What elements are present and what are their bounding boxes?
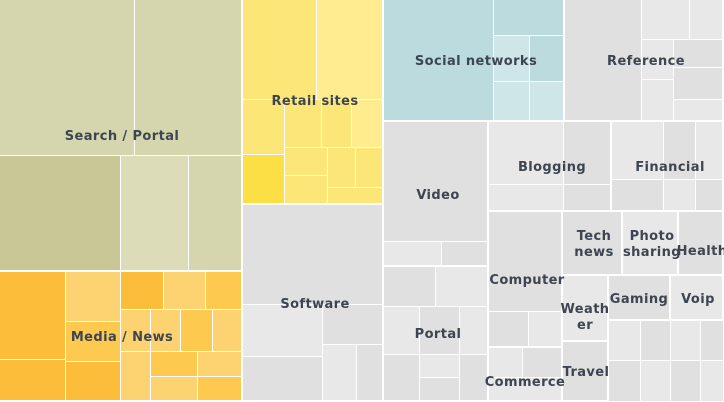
treemap-cell xyxy=(460,307,489,355)
treemap-cell xyxy=(151,377,198,402)
treemap-cell xyxy=(206,272,243,310)
treemap-cell xyxy=(420,355,460,378)
treemap-cell xyxy=(213,310,243,352)
treemap-cell xyxy=(489,185,564,212)
treemap-cell xyxy=(641,321,671,361)
treemap-cell xyxy=(674,100,724,122)
treemap-cell xyxy=(384,0,494,122)
treemap-cell xyxy=(357,345,384,402)
treemap-cell xyxy=(642,0,690,40)
treemap-cell xyxy=(181,310,213,352)
treemap-cell xyxy=(121,156,189,272)
treemap-cell xyxy=(671,321,701,361)
treemap-cell xyxy=(384,355,420,402)
treemap-cell xyxy=(352,100,384,148)
treemap-cell xyxy=(243,0,317,100)
treemap-cell xyxy=(701,361,724,402)
treemap-cell xyxy=(243,357,323,402)
treemap-cell xyxy=(323,345,357,402)
treemap-cell xyxy=(494,82,530,122)
treemap-cell xyxy=(696,180,724,212)
treemap-cell xyxy=(623,212,679,276)
treemap-cell xyxy=(641,361,671,402)
treemap-cell xyxy=(609,361,641,402)
treemap-cell xyxy=(489,122,564,185)
treemap-cell xyxy=(322,100,352,148)
treemap-cell xyxy=(489,212,563,312)
treemap-cell xyxy=(121,352,151,402)
treemap-cell xyxy=(0,272,66,360)
treemap-cell xyxy=(609,321,641,361)
treemap-cell xyxy=(285,148,328,176)
treemap-cell xyxy=(384,267,436,307)
treemap-cell xyxy=(523,348,563,378)
treemap-cell xyxy=(701,321,724,361)
treemap-cell xyxy=(671,361,701,402)
treemap-cell xyxy=(243,100,285,155)
treemap-cell xyxy=(384,307,420,355)
treemap-cell xyxy=(66,362,121,402)
treemap-cell xyxy=(384,242,442,267)
treemap-cell xyxy=(563,212,623,276)
treemap-cell xyxy=(489,312,529,348)
treemap-cell xyxy=(151,352,198,377)
treemap-cell xyxy=(164,272,206,310)
treemap-cell xyxy=(671,276,724,321)
treemap-cell xyxy=(664,180,696,212)
treemap-cell xyxy=(696,122,724,180)
treemap-cell xyxy=(121,310,151,352)
treemap-cell xyxy=(612,180,664,212)
treemap-cell xyxy=(664,122,696,180)
treemap-cell xyxy=(564,122,612,185)
treemap-cell xyxy=(356,148,384,188)
treemap-cell xyxy=(198,352,243,377)
treemap-cell xyxy=(565,0,642,122)
treemap-cell xyxy=(243,205,384,305)
treemap-cell xyxy=(121,272,164,310)
treemap-cell xyxy=(0,156,121,272)
treemap-cell xyxy=(612,122,664,180)
treemap-cell xyxy=(436,267,489,307)
treemap-cell xyxy=(494,36,530,82)
treemap-cell xyxy=(66,322,121,362)
treemap-cell xyxy=(243,155,285,205)
treemap-cell xyxy=(494,0,565,36)
treemap-cell xyxy=(674,68,724,100)
treemap-cell xyxy=(135,0,243,156)
treemap-cell xyxy=(420,307,460,355)
treemap-cell xyxy=(563,342,609,402)
treemap-cell xyxy=(690,0,724,40)
treemap-cell xyxy=(0,360,66,402)
treemap-cell xyxy=(609,276,671,321)
treemap-cell xyxy=(563,276,609,342)
treemap-cell xyxy=(328,188,384,205)
treemap-cell xyxy=(323,305,384,345)
treemap-cell xyxy=(642,80,674,122)
treemap-cell xyxy=(564,185,612,212)
treemap-cell xyxy=(530,36,565,82)
treemap-cell xyxy=(384,122,489,242)
treemap-cell xyxy=(679,212,724,276)
treemap-cell xyxy=(151,310,181,352)
treemap-cell xyxy=(243,305,323,357)
treemap-cell xyxy=(489,348,523,378)
treemap-cell xyxy=(189,156,243,272)
treemap-cell xyxy=(642,40,674,80)
treemap-cell xyxy=(198,377,243,402)
treemap-cell xyxy=(530,82,565,122)
treemap-cell xyxy=(285,176,328,205)
treemap-cell xyxy=(328,148,356,188)
treemap-cell xyxy=(460,355,489,402)
treemap-cell xyxy=(489,378,563,402)
treemap-cell xyxy=(66,272,121,322)
treemap-cell xyxy=(674,40,724,68)
treemap-cell xyxy=(442,242,489,267)
treemap-cell xyxy=(317,0,384,100)
treemap-cell xyxy=(529,312,563,348)
treemap-cell xyxy=(285,100,322,148)
treemap-cell xyxy=(420,378,460,402)
treemap-cell xyxy=(0,0,135,156)
